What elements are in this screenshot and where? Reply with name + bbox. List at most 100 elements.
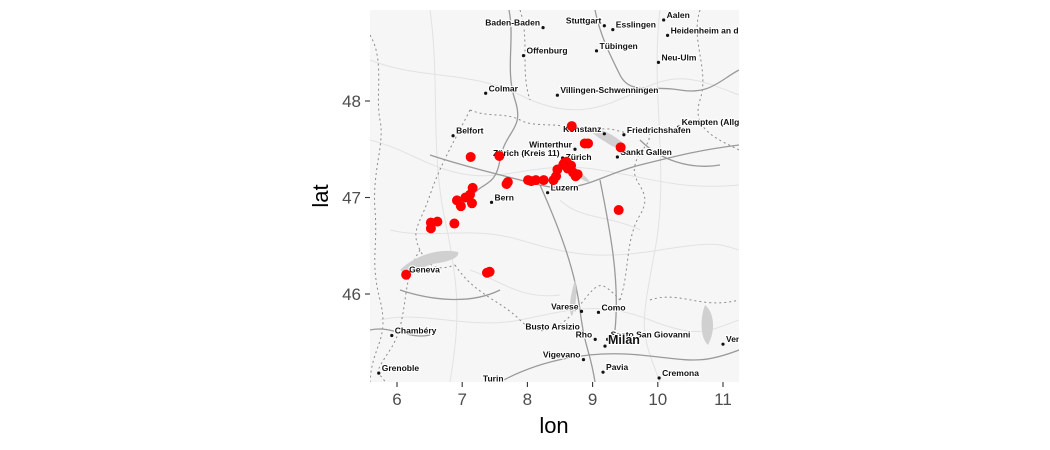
data-point xyxy=(538,175,549,186)
city-marker: Offenburg xyxy=(521,45,569,58)
city-label: Rho xyxy=(576,329,593,339)
city-marker: Belfort xyxy=(451,125,485,138)
x-tick-label: 8 xyxy=(523,390,532,409)
data-point xyxy=(566,121,577,132)
city-label: Stuttgart xyxy=(566,16,602,26)
city-marker: Heidenheim an de xyxy=(665,24,744,37)
city-dot xyxy=(601,370,605,374)
city-dot xyxy=(721,342,725,346)
city-marker: Neu-Ulm xyxy=(656,51,698,64)
city-dot xyxy=(521,54,526,58)
city-dot xyxy=(611,27,615,32)
city-label: Varese xyxy=(551,301,579,311)
data-point xyxy=(401,269,412,280)
city-marker: Vigevano xyxy=(542,349,586,362)
city-marker: Colmar xyxy=(484,82,520,95)
city-marker: Pavia xyxy=(601,361,630,374)
city-label: Neu-Ulm xyxy=(661,52,696,62)
city-dot xyxy=(555,93,559,97)
city-dot xyxy=(451,134,455,138)
city-marker: Tübingen xyxy=(594,40,639,53)
city-marker: Turin xyxy=(482,373,508,385)
x-tick-label: 6 xyxy=(392,390,401,409)
y-tick-label: 46 xyxy=(342,285,361,304)
city-label: Heidenheim an de xyxy=(671,25,744,35)
city-dot xyxy=(484,91,488,95)
city-label: Pavia xyxy=(606,362,628,372)
data-point xyxy=(615,142,626,153)
city-marker: Villingen-Schwenningen xyxy=(555,84,660,97)
city-label: Friedrichshafen xyxy=(627,125,691,135)
city-dot xyxy=(615,155,619,159)
city-label: Tübingen xyxy=(600,41,638,51)
city-dot xyxy=(573,147,577,151)
city-marker: Baden-Baden xyxy=(484,17,545,30)
city-marker: Sesto San Giovanni xyxy=(605,328,692,341)
city-marker: Busto Arsizio xyxy=(524,321,585,334)
city-label: Turin xyxy=(483,374,504,384)
data-point xyxy=(467,182,478,193)
city-dot xyxy=(377,371,381,375)
city-marker: Cremona xyxy=(657,367,700,380)
basemap: Baden-Baden Stuttgart Aalen Heidenheim an d… xyxy=(370,10,744,385)
data-point xyxy=(613,205,624,216)
data-point xyxy=(432,216,443,227)
city-dot xyxy=(656,60,661,64)
y-axis-ticks: 46 47 48 xyxy=(342,92,370,304)
data-point xyxy=(530,175,541,186)
city-dot xyxy=(489,200,494,204)
data-point xyxy=(494,151,505,162)
city-label: Sankt Gallen xyxy=(620,147,672,157)
borders xyxy=(370,10,739,382)
city-label: Esslingen xyxy=(616,20,656,30)
city-dot xyxy=(677,125,681,129)
city-dot xyxy=(541,26,545,30)
city-marker: Luzern xyxy=(546,182,580,195)
city-label: Como xyxy=(601,302,625,312)
city-label: Vigevano xyxy=(543,350,581,360)
data-point xyxy=(455,201,466,212)
city-marker: Grenoble xyxy=(377,362,420,375)
y-tick-label: 48 xyxy=(342,92,361,111)
minor-roads xyxy=(370,10,739,382)
city-label: Baden-Baden xyxy=(485,18,540,28)
city-marker: Sankt Gallen xyxy=(615,146,673,159)
city-marker: Friedrichshafen xyxy=(622,124,692,137)
y-axis: 46 47 48 lat xyxy=(308,92,370,304)
city-marker: Como xyxy=(596,301,627,314)
city-label: Ven xyxy=(726,334,741,344)
city-label: Luzern xyxy=(551,183,579,193)
data-point xyxy=(449,218,460,229)
city-marker: Kempten (Allgä xyxy=(677,116,739,129)
city-dot xyxy=(602,132,606,136)
city-label: Cremona xyxy=(662,368,699,378)
city-label: Busto Arsizio xyxy=(525,322,579,332)
x-tick-label: 7 xyxy=(457,390,466,409)
city-label: Zürich xyxy=(566,152,592,162)
y-tick-label: 47 xyxy=(342,189,361,208)
city-dot xyxy=(579,309,584,313)
city-label: Milan xyxy=(608,333,640,347)
y-axis-title: lat xyxy=(308,184,333,207)
data-point xyxy=(484,266,495,277)
lake-constance xyxy=(586,126,624,149)
city-marker: Varese xyxy=(550,300,584,313)
city-label: Chambéry xyxy=(395,325,437,335)
city-dot xyxy=(505,382,508,385)
city-marker: Aalen xyxy=(662,10,691,22)
basemap-background xyxy=(370,10,739,382)
city-marker: Milan xyxy=(603,332,641,348)
data-point xyxy=(583,138,594,149)
city-dot xyxy=(657,376,661,380)
city-marker: Ven xyxy=(721,333,741,346)
lake-garda xyxy=(701,305,714,345)
city-dot xyxy=(622,133,626,137)
city-label: Colmar xyxy=(489,83,519,93)
x-tick-label: 10 xyxy=(648,390,667,409)
city-label: Winterthur xyxy=(529,139,573,149)
city-dot xyxy=(390,333,394,338)
city-dot xyxy=(581,358,586,362)
city-dot xyxy=(546,191,550,195)
city-dot xyxy=(602,24,606,28)
city-marker: Stuttgart xyxy=(565,15,606,28)
